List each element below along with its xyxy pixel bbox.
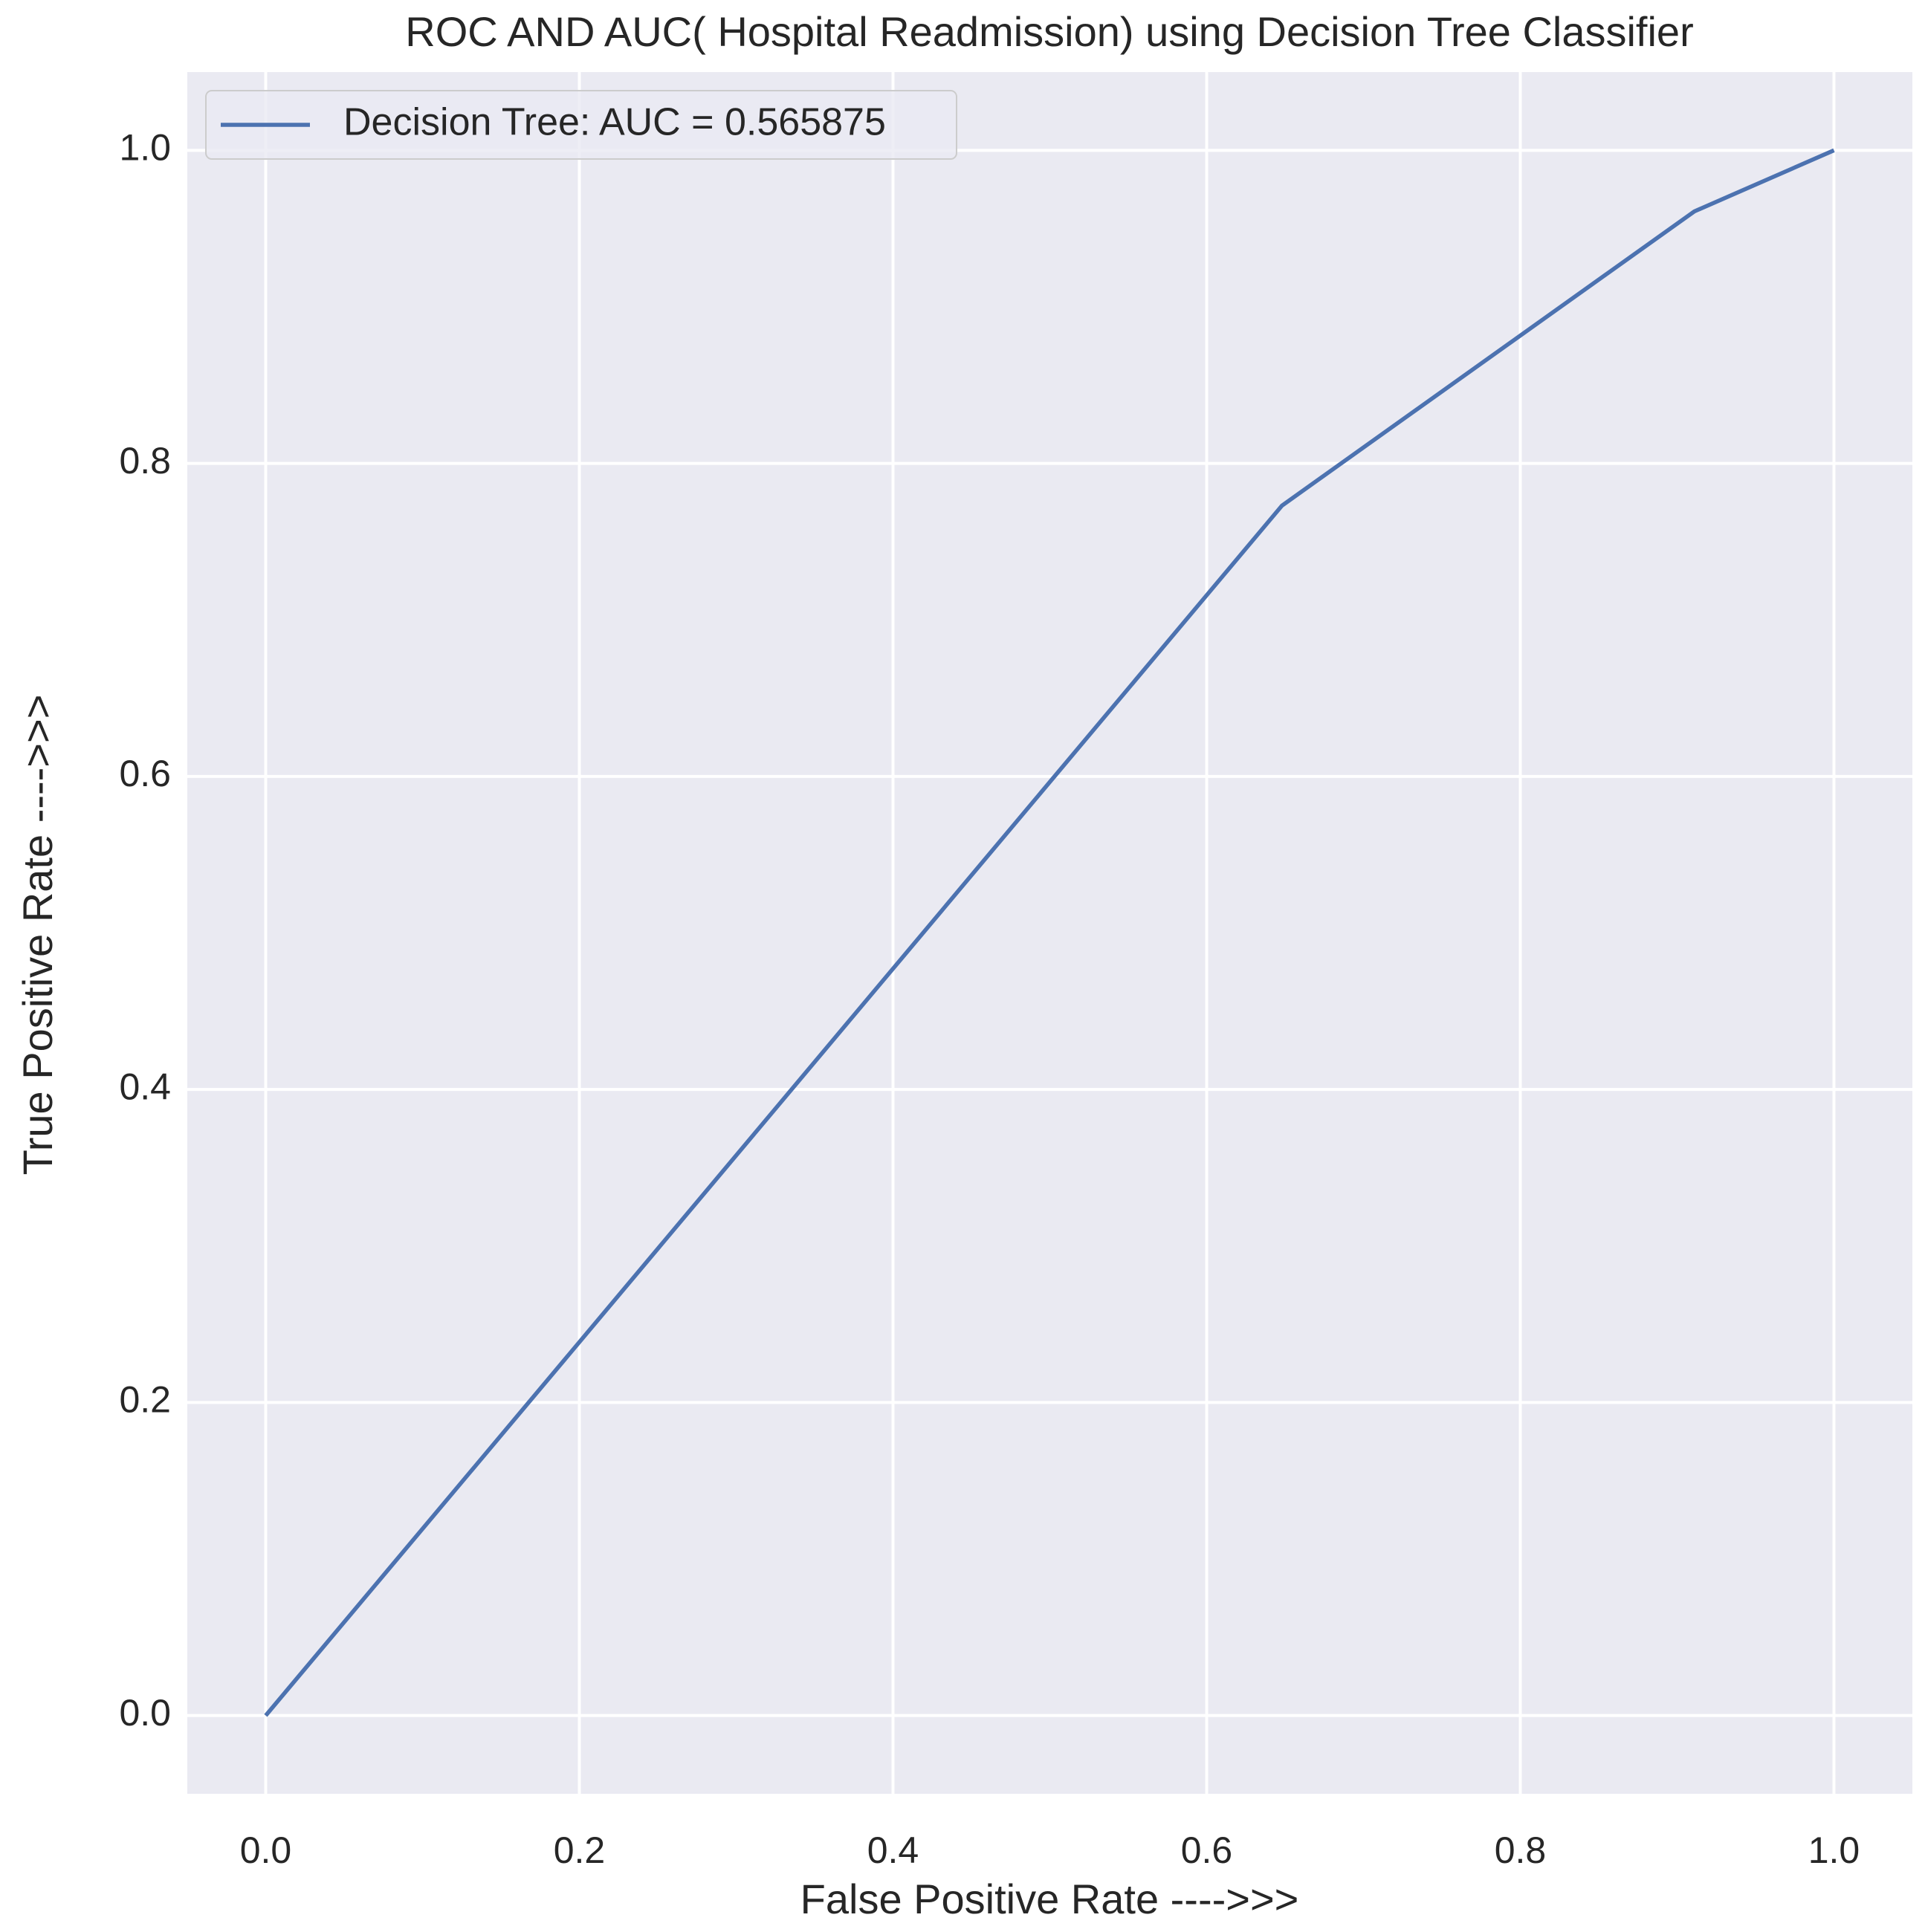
y-tick-label: 0.0	[119, 1692, 171, 1734]
y-tick-label: 0.2	[119, 1379, 171, 1421]
x-tick-label: 0.2	[554, 1829, 606, 1871]
legend-box	[205, 90, 957, 160]
chart-title: ROC AND AUC( Hospital Readmission) using…	[405, 8, 1693, 55]
y-tick-label: 1.0	[119, 127, 171, 169]
line-series	[264, 148, 1835, 1717]
x-tick-label: 1.0	[1808, 1829, 1860, 1871]
y-axis-label: True Positive Rate ---->>>	[14, 695, 61, 1176]
y-tick-label: 0.8	[119, 440, 171, 482]
x-tick-label: 0.4	[867, 1829, 919, 1871]
legend-label: Decision Tree: AUC = 0.565875	[343, 101, 886, 144]
x-tick-label: 0.0	[240, 1829, 292, 1871]
x-tick-label: 0.6	[1181, 1829, 1233, 1871]
x-tick-label: 0.8	[1495, 1829, 1547, 1871]
y-tick-label: 0.6	[119, 753, 171, 794]
x-axis-label: False Positive Rate ---->>>	[800, 1876, 1299, 1922]
plot-area	[187, 72, 1912, 1794]
y-tick-label: 0.4	[119, 1066, 171, 1107]
